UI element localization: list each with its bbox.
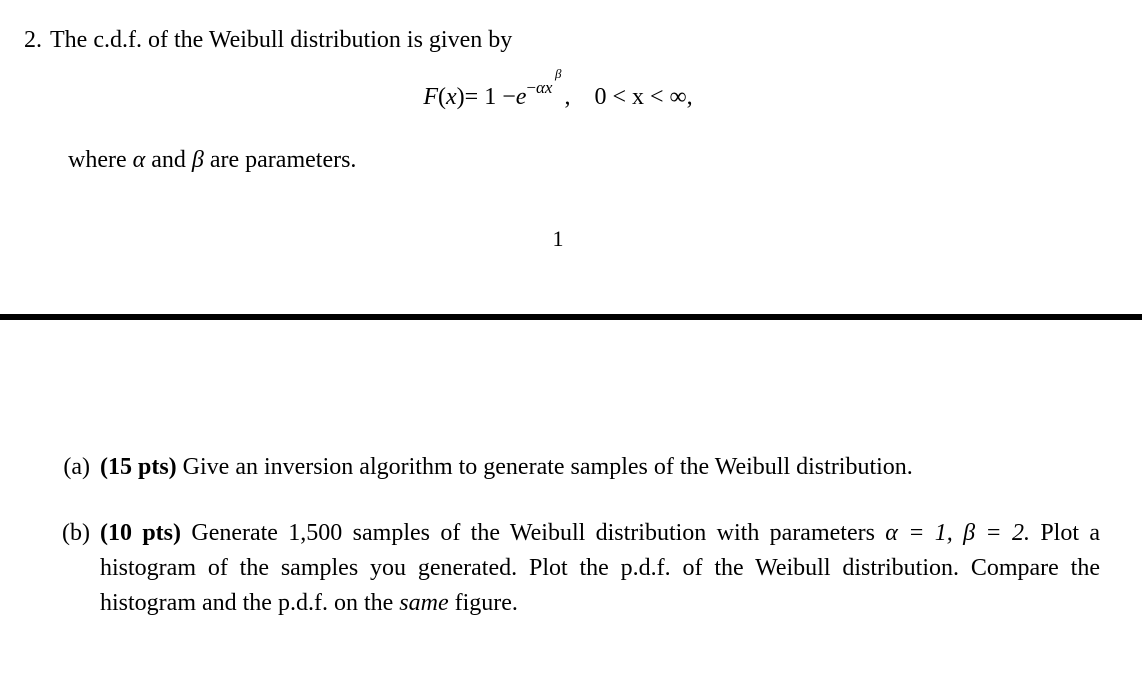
param-and: and bbox=[145, 147, 192, 173]
part-a-body: (15 pts) Give an inversion algorithm to … bbox=[100, 450, 1100, 485]
exp-beta: β bbox=[555, 66, 561, 82]
exp-x: x bbox=[545, 78, 553, 97]
formula-eq: = 1 − bbox=[465, 84, 516, 111]
param-beta: β bbox=[192, 147, 204, 173]
part-b-body: (10 pts) Generate 1,500 samples of the W… bbox=[100, 516, 1100, 620]
formula-domain: 0 < x < ∞, bbox=[570, 84, 692, 111]
part-b: (b) (10 pts) Generate 1,500 samples of t… bbox=[50, 516, 1100, 620]
question-number: 2. bbox=[16, 24, 50, 58]
part-b-text3: figure. bbox=[449, 590, 518, 616]
part-a-label: (a) bbox=[50, 450, 100, 485]
param-post: are parameters. bbox=[204, 147, 357, 173]
part-a: (a) (15 pts) Give an inversion algorithm… bbox=[50, 450, 1100, 485]
part-b-params: α = 1, β = 2. bbox=[885, 520, 1030, 546]
formula: F(x) = 1 − e−αxβ, 0 < x < ∞, bbox=[16, 80, 1100, 111]
page-bottom-section: (a) (15 pts) Give an inversion algorithm… bbox=[0, 320, 1142, 621]
part-b-label: (b) bbox=[50, 516, 100, 551]
page-top-section: 2. The c.d.f. of the Weibull distributio… bbox=[0, 0, 1142, 252]
question-intro-line: 2. The c.d.f. of the Weibull distributio… bbox=[16, 24, 1100, 58]
question-intro-text: The c.d.f. of the Weibull distribution i… bbox=[50, 24, 1100, 58]
part-b-same: same bbox=[399, 590, 448, 616]
exp-alpha: α bbox=[536, 78, 545, 97]
formula-e: e bbox=[516, 84, 527, 111]
parameter-line: where α and β are parameters. bbox=[16, 147, 1100, 174]
formula-var: x bbox=[446, 84, 457, 111]
part-a-points: (15 pts) bbox=[100, 454, 177, 480]
formula-lhs: F bbox=[423, 84, 438, 111]
param-pre: where bbox=[68, 147, 133, 173]
part-b-text1: Generate 1,500 samples of the Weibull di… bbox=[181, 520, 885, 546]
part-a-text: Give an inversion algorithm to generate … bbox=[177, 454, 913, 480]
part-b-points: (10 pts) bbox=[100, 520, 181, 546]
page-number: 1 bbox=[16, 226, 1100, 252]
param-alpha: α bbox=[133, 147, 146, 173]
formula-comma: , bbox=[552, 84, 570, 111]
exp-neg: − bbox=[526, 78, 536, 97]
